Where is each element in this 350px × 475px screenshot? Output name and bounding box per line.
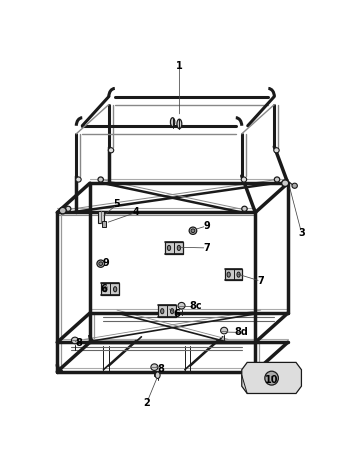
Bar bbox=[102, 284, 119, 295]
Ellipse shape bbox=[113, 287, 117, 292]
Ellipse shape bbox=[189, 227, 197, 234]
Ellipse shape bbox=[227, 272, 230, 277]
Text: 8d: 8d bbox=[235, 327, 249, 337]
Text: 2: 2 bbox=[144, 398, 150, 408]
Bar bbox=[98, 211, 104, 223]
Bar bbox=[165, 242, 183, 254]
Ellipse shape bbox=[97, 260, 105, 267]
Text: 10: 10 bbox=[265, 375, 278, 385]
Ellipse shape bbox=[99, 262, 103, 266]
Ellipse shape bbox=[98, 177, 104, 182]
Ellipse shape bbox=[104, 287, 107, 292]
Text: 8: 8 bbox=[157, 364, 164, 374]
Ellipse shape bbox=[155, 372, 160, 379]
Ellipse shape bbox=[191, 229, 195, 233]
Ellipse shape bbox=[108, 148, 114, 153]
Text: 9: 9 bbox=[203, 221, 210, 231]
Ellipse shape bbox=[167, 246, 171, 250]
Ellipse shape bbox=[151, 364, 158, 370]
Ellipse shape bbox=[59, 207, 66, 214]
Ellipse shape bbox=[170, 118, 175, 126]
Text: 1: 1 bbox=[176, 61, 183, 71]
Ellipse shape bbox=[65, 206, 71, 211]
Text: 9: 9 bbox=[103, 258, 110, 268]
Ellipse shape bbox=[161, 309, 164, 314]
Ellipse shape bbox=[265, 371, 278, 385]
Ellipse shape bbox=[178, 303, 185, 309]
Bar bbox=[158, 305, 176, 317]
Polygon shape bbox=[242, 362, 301, 393]
Ellipse shape bbox=[241, 177, 247, 182]
Ellipse shape bbox=[71, 337, 78, 344]
Ellipse shape bbox=[177, 119, 182, 129]
Ellipse shape bbox=[282, 180, 289, 187]
Text: 5: 5 bbox=[114, 200, 120, 209]
Text: 7: 7 bbox=[257, 276, 264, 286]
Text: 6: 6 bbox=[100, 284, 107, 294]
Bar bbox=[102, 221, 106, 227]
Bar bbox=[225, 269, 243, 280]
Text: 8: 8 bbox=[76, 338, 83, 348]
Ellipse shape bbox=[170, 309, 174, 314]
Text: 8c: 8c bbox=[189, 302, 202, 312]
Ellipse shape bbox=[242, 206, 247, 211]
Ellipse shape bbox=[274, 148, 279, 153]
Ellipse shape bbox=[237, 272, 240, 277]
Text: 6: 6 bbox=[173, 309, 180, 319]
Text: 3: 3 bbox=[298, 228, 305, 238]
Text: 7: 7 bbox=[203, 243, 210, 253]
Ellipse shape bbox=[76, 177, 81, 182]
Ellipse shape bbox=[220, 327, 228, 334]
Ellipse shape bbox=[292, 183, 298, 188]
Ellipse shape bbox=[177, 246, 181, 250]
Text: 4: 4 bbox=[133, 208, 139, 218]
Ellipse shape bbox=[274, 177, 280, 182]
